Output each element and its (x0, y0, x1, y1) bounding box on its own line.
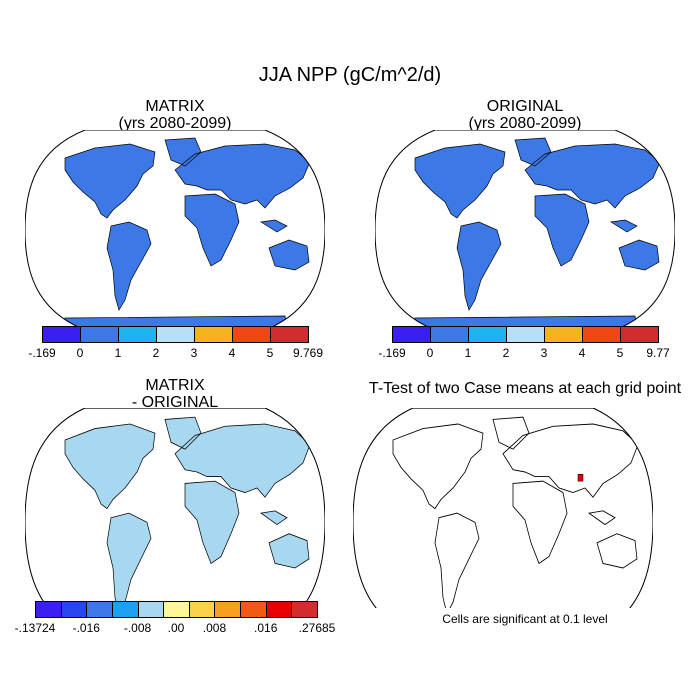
colorbar-box (544, 326, 583, 343)
significance-note: Cells are significant at 0.1 level (442, 612, 608, 626)
colorbar-box (35, 601, 62, 618)
panel-title-diff: MATRIX - ORIGINAL (25, 377, 325, 411)
colorbar-box (137, 601, 165, 618)
panel-title-original: ORIGINAL (yrs 2080-2099) (375, 98, 675, 132)
panel-title-matrix-line2: (yrs 2080-2099) (118, 115, 232, 132)
map-matrix (25, 130, 325, 330)
colorbar-box (156, 326, 195, 343)
colorbar-box (506, 326, 545, 343)
map-ttest (353, 408, 653, 608)
panel-title-ttest-line1: T-Test of two Case means at each grid po… (368, 380, 682, 397)
colorbar-label: 5 (266, 346, 274, 360)
colorbar-box (582, 326, 621, 343)
colorbar-label: -.169 (28, 346, 56, 360)
panel-title-original-line1: ORIGINAL (486, 98, 564, 115)
colorbar-matrix: -.169 0 1 2 3 4 5 9.769 (28, 326, 323, 366)
colorbar-box (392, 326, 431, 343)
colorbar-box (430, 326, 469, 343)
colorbar-box (60, 601, 88, 618)
colorbar-box (80, 326, 119, 343)
colorbar-label: 1 (114, 346, 122, 360)
colorbar-label: 5 (616, 346, 624, 360)
colorbar-box (214, 601, 242, 618)
colorbar-label: 9.769 (292, 346, 324, 360)
colorbar-label: .008 (202, 621, 227, 635)
figure-title: JJA NPP (gC/m^2/d) (258, 64, 442, 86)
colorbar-label: 4 (578, 346, 586, 360)
colorbar-diff: -.13724 -.016 -.008 .00 .008 .016 .27685 (15, 601, 335, 641)
colorbar-box (620, 326, 659, 343)
colorbar-label: 2 (502, 346, 510, 360)
colorbar-box (42, 326, 81, 343)
colorbar-box (291, 601, 318, 618)
panel-title-ttest: T-Test of two Case means at each grid po… (350, 380, 700, 397)
panel-title-matrix-line1: MATRIX (145, 98, 205, 115)
colorbar-label: 3 (190, 346, 198, 360)
colorbar-original: -.169 0 1 2 3 4 5 9.77 (378, 326, 670, 366)
colorbar-label: 0 (426, 346, 434, 360)
colorbar-box (188, 601, 216, 618)
colorbar-label: -.008 (123, 621, 152, 635)
panel-title-original-line2: (yrs 2080-2099) (468, 115, 582, 132)
panel-title-diff-line2: - ORIGINAL (131, 394, 219, 411)
colorbar-label: -.13724 (14, 621, 56, 635)
colorbar-box (163, 601, 190, 618)
colorbar-label: 3 (540, 346, 548, 360)
colorbar-box (118, 326, 157, 343)
colorbar-box (86, 601, 113, 618)
colorbar-box (194, 326, 233, 343)
colorbar-label: .00 (167, 621, 185, 635)
map-diff (25, 408, 325, 608)
colorbar-label: 9.77 (646, 346, 670, 360)
panel-title-diff-line1: MATRIX (145, 377, 205, 394)
significant-cell (577, 474, 584, 482)
colorbar-box (111, 601, 139, 618)
colorbar-label: -.016 (72, 621, 100, 635)
colorbar-label: .27685 (298, 621, 336, 635)
map-original (375, 130, 675, 330)
colorbar-label: 2 (152, 346, 160, 360)
colorbar-label: 4 (228, 346, 236, 360)
colorbar-label: 1 (464, 346, 472, 360)
colorbar-box (240, 601, 267, 618)
colorbar-label: 0 (76, 346, 84, 360)
colorbar-label: .016 (254, 621, 278, 635)
colorbar-box (265, 601, 293, 618)
colorbar-box (468, 326, 507, 343)
colorbar-box (270, 326, 309, 343)
colorbar-box (232, 326, 271, 343)
colorbar-label: -.169 (378, 346, 406, 360)
panel-title-matrix: MATRIX (yrs 2080-2099) (25, 98, 325, 132)
